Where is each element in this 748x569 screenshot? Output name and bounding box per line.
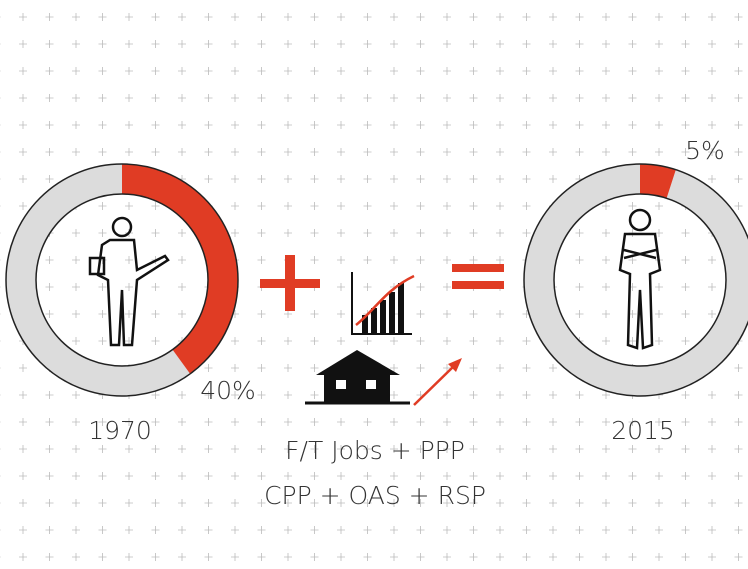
year-label: 2015 bbox=[611, 416, 675, 445]
value-label: 5% bbox=[685, 136, 725, 165]
value-label: 40% bbox=[200, 376, 256, 405]
caption: CPP + OAS + RSP bbox=[264, 481, 486, 510]
year-label: 1970 bbox=[88, 416, 152, 445]
caption: F/T Jobs + PPP bbox=[285, 436, 465, 465]
infographic: 40% 1970 5% 2015 F/T Jobs + PPP CPP + OAS +… bbox=[0, 0, 748, 569]
